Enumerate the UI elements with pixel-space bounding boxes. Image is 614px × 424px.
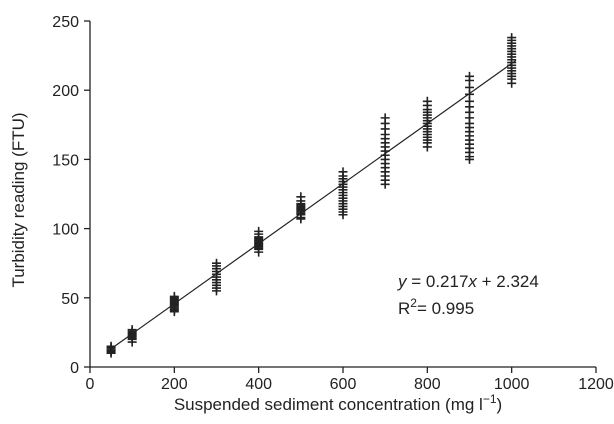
x-tick-label: 1000 bbox=[494, 376, 530, 393]
r-squared-value: = 0.995 bbox=[417, 299, 474, 318]
equation-mid: = 0.217 bbox=[407, 272, 469, 291]
y-tick-label: 250 bbox=[52, 14, 79, 31]
y-tick-label: 200 bbox=[52, 83, 79, 100]
x-tick-label: 1200 bbox=[578, 376, 614, 393]
r-squared-sup: 2 bbox=[410, 296, 417, 310]
x-tick-label: 400 bbox=[245, 376, 272, 393]
x-tick-label: 600 bbox=[330, 376, 357, 393]
regression-equation: y = 0.217x + 2.324 bbox=[397, 272, 539, 291]
data-points bbox=[106, 33, 517, 358]
x-tick-label: 200 bbox=[161, 376, 188, 393]
data-point bbox=[212, 258, 221, 268]
y-tick-label: 150 bbox=[52, 152, 79, 169]
data-point bbox=[254, 226, 264, 236]
x-axis-ticks: 0 200 400 600 800 1000 1200 bbox=[86, 367, 614, 393]
equation-var-y: y bbox=[397, 272, 408, 291]
y-axis-title: Turbidity reading (FTU) bbox=[9, 112, 28, 287]
data-point bbox=[296, 192, 306, 202]
data-point bbox=[422, 96, 432, 106]
r-squared-base: R bbox=[398, 299, 410, 318]
data-point bbox=[127, 325, 137, 335]
r-squared: R2= 0.995 bbox=[398, 296, 474, 318]
data-point bbox=[338, 167, 348, 177]
equation-end: + 2.324 bbox=[477, 272, 539, 291]
y-tick-label: 50 bbox=[61, 291, 79, 308]
x-tick-label: 0 bbox=[86, 376, 95, 393]
x-axis-title-main: Suspended sediment concentration (mg l bbox=[174, 395, 483, 414]
data-point bbox=[507, 33, 517, 43]
data-point bbox=[380, 113, 390, 123]
data-point bbox=[106, 341, 116, 351]
y-axis-ticks: 0 50 100 150 200 250 bbox=[52, 14, 90, 377]
x-axis-title-sup: −1 bbox=[483, 392, 497, 406]
x-axis-title-end: ) bbox=[497, 395, 503, 414]
x-axis-title: Suspended sediment concentration (mg l−1… bbox=[174, 392, 502, 414]
data-point bbox=[169, 291, 179, 301]
equation-var-x: x bbox=[467, 272, 477, 291]
data-point bbox=[465, 71, 474, 81]
x-tick-label: 800 bbox=[414, 376, 441, 393]
y-tick-label: 0 bbox=[70, 360, 79, 377]
y-tick-label: 100 bbox=[52, 222, 79, 239]
